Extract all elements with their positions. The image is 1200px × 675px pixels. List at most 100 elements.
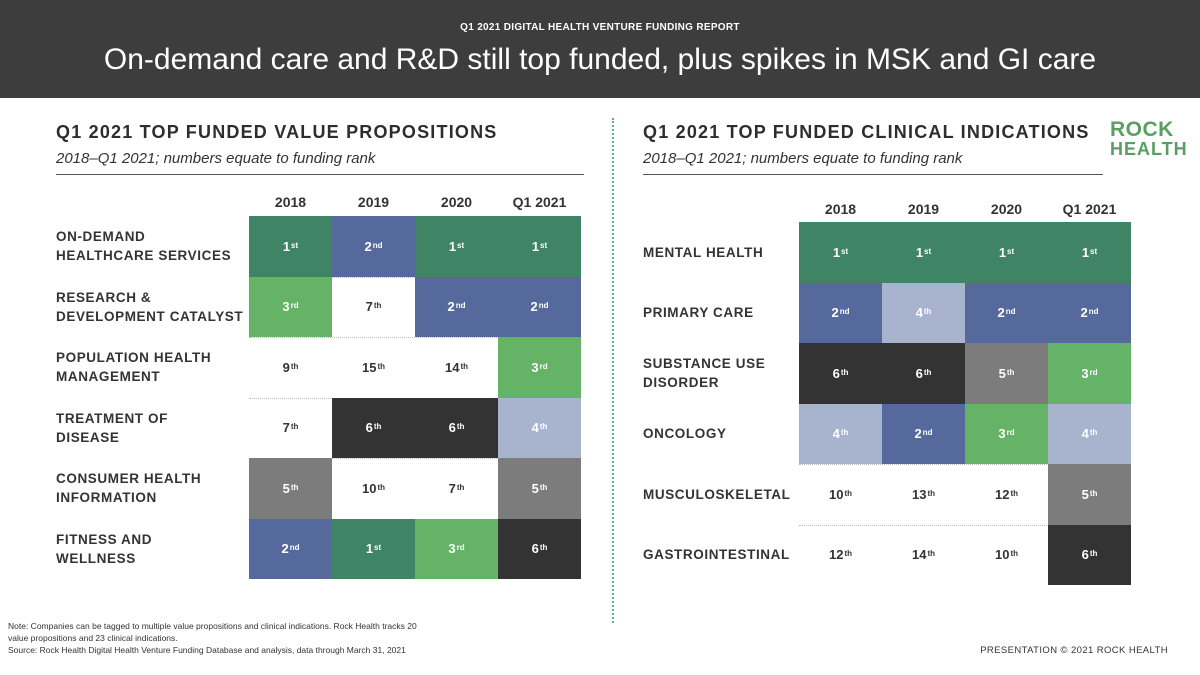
left-panel-subtitle: 2018–Q1 2021; numbers equate to funding … xyxy=(56,150,376,167)
rank-value: 14 xyxy=(444,359,460,375)
row-label-line: MUSCULOSKELETAL xyxy=(643,486,791,502)
rank-suffix: th xyxy=(1089,549,1098,559)
rank-suffix: th xyxy=(290,361,299,371)
rank-suffix: th xyxy=(377,361,386,371)
rank-suffix: st xyxy=(841,246,849,256)
rank-suffix: th xyxy=(840,367,849,377)
rank-suffix: th xyxy=(290,422,299,432)
rank-suffix: th xyxy=(844,549,853,559)
slide-headline: On-demand care and R&D still top funded,… xyxy=(103,43,1097,76)
rank-suffix: th xyxy=(373,422,382,432)
rank-value: 3 xyxy=(531,359,539,375)
rank-suffix: th xyxy=(927,549,936,559)
column-header: 2020 xyxy=(990,201,1023,217)
rank-suffix: nd xyxy=(1005,307,1016,317)
rank-suffix: th xyxy=(456,422,465,432)
rank-value: 1 xyxy=(365,541,374,557)
row-label-line: ONCOLOGY xyxy=(643,426,727,442)
row-label-line: DISORDER xyxy=(643,375,720,391)
rock-health-logo: ROCK HEALTH xyxy=(1110,119,1188,159)
rank-value: 2 xyxy=(914,426,922,442)
rank-suffix: rd xyxy=(1089,367,1098,377)
report-eyebrow: Q1 2021 DIGITAL HEALTH VENTURE FUNDING R… xyxy=(460,22,740,33)
row-label: RESEARCH & DEVELOPMENT CATALYST xyxy=(56,277,243,338)
rank-suffix: nd xyxy=(289,543,300,553)
rank-suffix: th xyxy=(923,307,932,317)
rank-suffix: rd xyxy=(290,301,299,311)
rank-suffix: st xyxy=(1007,246,1015,256)
logo-line-2: HEALTH xyxy=(1110,139,1188,159)
rank-value: 12 xyxy=(828,547,844,563)
row-label-line: INFORMATION xyxy=(56,490,157,506)
row-label: MENTAL HEALTH xyxy=(643,222,763,283)
row-label-line: PRIMARY CARE xyxy=(643,305,754,321)
rank-suffix: th xyxy=(460,361,469,371)
row-label: SUBSTANCE USE DISORDER xyxy=(643,343,765,404)
rank-suffix: st xyxy=(540,240,548,250)
rank-suffix: rd xyxy=(456,543,465,553)
rank-suffix: th xyxy=(844,488,853,498)
copyright-footer: PRESENTATION © 2021 ROCK HEALTH xyxy=(980,645,1168,656)
right-panel-title: Q1 2021 TOP FUNDED CLINICAL INDICATIONS xyxy=(643,122,1090,142)
row-label-line: HEALTHCARE SERVICES xyxy=(56,248,232,264)
row-label-line: RESEARCH & xyxy=(56,289,152,305)
row-label-line: SUBSTANCE USE xyxy=(643,356,766,372)
rank-suffix: th xyxy=(1089,428,1098,438)
rank-suffix: nd xyxy=(455,301,466,311)
rank-value: 4 xyxy=(915,305,923,321)
column-header: 2020 xyxy=(440,194,473,210)
row-label: ON-DEMAND HEALTHCARE SERVICES xyxy=(56,216,231,277)
rank-value: 1 xyxy=(1081,244,1090,260)
rank-value: 6 xyxy=(448,420,456,436)
header-banner: Q1 2021 DIGITAL HEALTH VENTURE FUNDING R… xyxy=(0,0,1200,98)
rank-value: 1 xyxy=(915,244,924,260)
rank-suffix: th xyxy=(840,428,849,438)
row-separator xyxy=(249,458,581,459)
rank-suffix: nd xyxy=(922,428,933,438)
rank-suffix: th xyxy=(377,482,386,492)
rank-value: 15 xyxy=(361,359,377,375)
column-header: 2019 xyxy=(907,201,940,217)
row-label: FITNESS AND WELLNESS xyxy=(56,519,152,580)
panel-divider xyxy=(612,118,614,623)
rank-suffix: rd xyxy=(1006,428,1015,438)
rank-suffix: nd xyxy=(1088,307,1099,317)
rank-value: 13 xyxy=(911,486,927,502)
rank-suffix: nd xyxy=(538,301,549,311)
row-label: POPULATION HEALTH MANAGEMENT xyxy=(56,337,211,398)
rank-value: 6 xyxy=(365,420,373,436)
rank-value: 6 xyxy=(832,365,840,381)
rank-value: 2 xyxy=(530,299,538,315)
row-label-line: WELLNESS xyxy=(56,550,136,566)
rank-value: 4 xyxy=(531,420,539,436)
row-label-line: TREATMENT OF xyxy=(56,410,168,426)
rank-value: 9 xyxy=(282,359,290,375)
rank-value: 2 xyxy=(364,238,372,254)
rank-suffix: th xyxy=(539,543,548,553)
rank-value: 6 xyxy=(531,541,539,557)
rank-suffix: st xyxy=(291,240,299,250)
right-panel-rule xyxy=(643,174,1103,175)
row-label: GASTROINTESTINAL xyxy=(643,525,790,586)
rank-suffix: rd xyxy=(539,361,548,371)
rank-suffix: th xyxy=(1010,488,1019,498)
